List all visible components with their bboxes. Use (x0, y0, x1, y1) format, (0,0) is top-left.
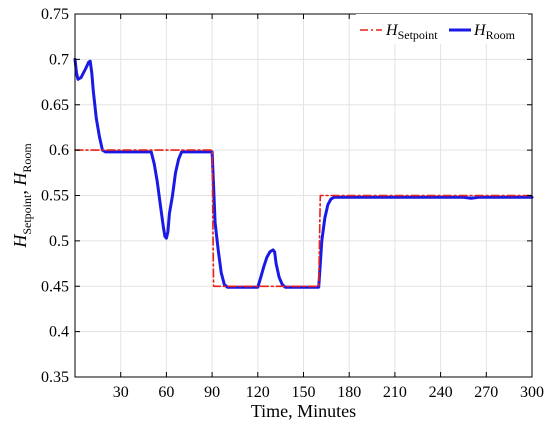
legend-label-room: HRoom (473, 22, 516, 42)
x-tick-label: 60 (158, 384, 174, 401)
legend-label-setpoint: HSetpoint (385, 22, 438, 42)
x-tick-label: 30 (113, 384, 129, 401)
y-tick-label: 0.65 (41, 97, 69, 114)
ticks: 30 60 90 120 150 180 210 240 270 300 0.35 0.4 0.45 0.… (41, 6, 544, 401)
y-tick-label: 0.7 (49, 51, 69, 68)
x-tick-label: 180 (337, 384, 361, 401)
y-axis-label: HSetpoint, HRoom (10, 143, 34, 249)
y-tick-label: 0.45 (41, 278, 69, 295)
y-tick-label: 0.35 (41, 369, 69, 386)
y-axis-label-subscript-1: Setpoint (20, 194, 34, 235)
legend-label-setpoint-subscript: Setpoint (398, 28, 439, 42)
x-tick-label: 270 (474, 384, 498, 401)
legend-label-room-subscript: Room (486, 28, 516, 42)
legend-box (356, 14, 528, 44)
y-tick-label: 0.5 (49, 233, 69, 250)
x-tick-label: 90 (204, 384, 220, 401)
y-axis-label-symbol-2: H (10, 172, 30, 187)
x-tick-label: 210 (383, 384, 407, 401)
x-tick-label: 300 (520, 384, 544, 401)
legend: HSetpoint HRoom (356, 14, 528, 44)
x-tick-label: 240 (429, 384, 453, 401)
x-tick-label: 120 (246, 384, 270, 401)
x-axis-label: Time, Minutes (251, 401, 356, 421)
plot-series (73, 57, 534, 289)
y-tick-label: 0.6 (49, 142, 69, 159)
y-tick-label: 0.4 (49, 324, 69, 341)
y-axis-label-separator: , (10, 186, 30, 195)
series-line-setpoint (74, 149, 533, 288)
y-axis-label-subscript-2: Room (20, 143, 34, 173)
y-axis-label-symbol-1: H (10, 234, 30, 249)
y-tick-label: 0.55 (41, 188, 69, 205)
x-tick-label: 150 (292, 384, 316, 401)
y-tick-label: 0.75 (41, 6, 69, 23)
legend-label-room-symbol: H (473, 22, 487, 39)
series-line-room (73, 57, 534, 289)
legend-label-setpoint-symbol: H (385, 22, 399, 39)
